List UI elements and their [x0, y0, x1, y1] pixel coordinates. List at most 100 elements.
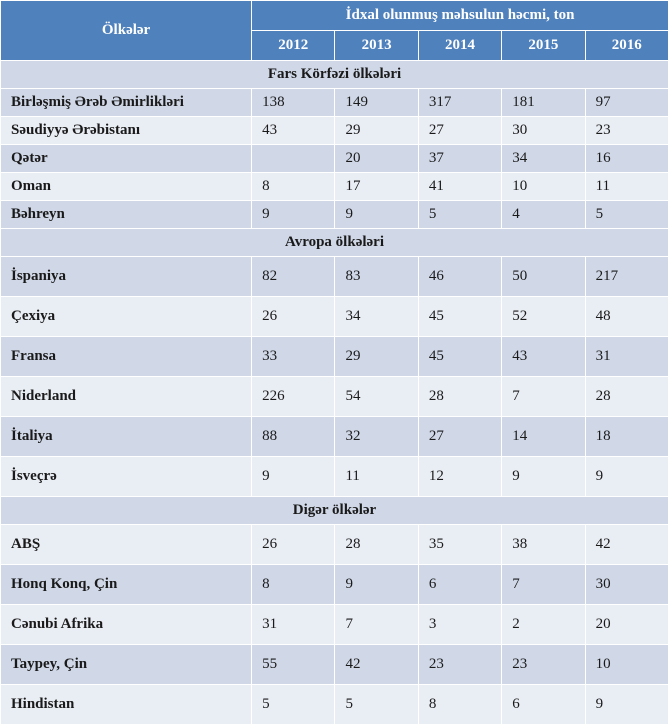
country-cell: Qətər [1, 145, 252, 173]
value-cell: 9 [252, 457, 335, 497]
value-cell: 23 [418, 645, 501, 685]
table-body: Fars Körfəzi ölkələriBirləşmiş Ərəb Əmir… [1, 61, 669, 725]
value-cell: 181 [502, 89, 585, 117]
value-cell: 26 [252, 297, 335, 337]
value-cell: 28 [418, 377, 501, 417]
value-cell: 9 [335, 565, 418, 605]
value-cell: 34 [502, 145, 585, 173]
value-cell: 9 [502, 457, 585, 497]
value-cell: 16 [585, 145, 668, 173]
table-row: ABŞ2628353842 [1, 525, 669, 565]
value-cell: 4 [502, 201, 585, 229]
table-row: Bəhreyn99545 [1, 201, 669, 229]
table-row: Çexiya2634455248 [1, 297, 669, 337]
country-cell: Səudiyyə Ərəbistanı [1, 117, 252, 145]
table-row: Birləşmiş Ərəb Əmirlikləri13814931718197 [1, 89, 669, 117]
table-row: Niderland2265428728 [1, 377, 669, 417]
table-row: Səudiyyə Ərəbistanı4329273023 [1, 117, 669, 145]
section-header: Digər ölkələr [1, 497, 669, 525]
section-title: Avropa ölkələri [1, 229, 669, 257]
value-cell: 9 [252, 201, 335, 229]
value-cell: 10 [502, 173, 585, 201]
import-table-container: Ölkələr İdxal olunmuş məhsulun həcmi, to… [0, 0, 669, 725]
value-cell: 29 [335, 337, 418, 377]
section-title: Digər ölkələr [1, 497, 669, 525]
value-cell: 52 [502, 297, 585, 337]
value-cell: 29 [335, 117, 418, 145]
value-cell: 30 [502, 117, 585, 145]
header-volume: İdxal olunmuş məhsulun həcmi, ton [252, 1, 669, 31]
value-cell: 20 [335, 145, 418, 173]
country-cell: Honq Konq, Çin [1, 565, 252, 605]
value-cell: 8 [252, 565, 335, 605]
value-cell: 83 [335, 257, 418, 297]
value-cell: 12 [418, 457, 501, 497]
value-cell [252, 145, 335, 173]
value-cell: 27 [418, 417, 501, 457]
value-cell: 37 [418, 145, 501, 173]
table-row: Hindistan55869 [1, 685, 669, 725]
value-cell: 42 [335, 645, 418, 685]
table-row: İsveçrə9111299 [1, 457, 669, 497]
import-table: Ölkələr İdxal olunmuş məhsulun həcmi, to… [0, 0, 669, 725]
value-cell: 50 [502, 257, 585, 297]
value-cell: 38 [502, 525, 585, 565]
header-countries: Ölkələr [1, 1, 252, 61]
country-cell: Birləşmiş Ərəb Əmirlikləri [1, 89, 252, 117]
value-cell: 6 [418, 565, 501, 605]
value-cell: 88 [252, 417, 335, 457]
country-cell: Çexiya [1, 297, 252, 337]
value-cell: 5 [335, 685, 418, 725]
value-cell: 9 [585, 457, 668, 497]
value-cell: 8 [252, 173, 335, 201]
section-header: Avropa ölkələri [1, 229, 669, 257]
value-cell: 45 [418, 337, 501, 377]
value-cell: 10 [585, 645, 668, 685]
value-cell: 23 [502, 645, 585, 685]
value-cell: 317 [418, 89, 501, 117]
country-cell: Fransa [1, 337, 252, 377]
value-cell: 48 [585, 297, 668, 337]
header-year-2015: 2015 [502, 31, 585, 61]
value-cell: 9 [585, 685, 668, 725]
country-cell: Bəhreyn [1, 201, 252, 229]
value-cell: 42 [585, 525, 668, 565]
table-row: Honq Konq, Çin896730 [1, 565, 669, 605]
value-cell: 26 [252, 525, 335, 565]
table-row: Oman817411011 [1, 173, 669, 201]
header-year-2012: 2012 [252, 31, 335, 61]
value-cell: 55 [252, 645, 335, 685]
value-cell: 41 [418, 173, 501, 201]
country-cell: Niderland [1, 377, 252, 417]
value-cell: 27 [418, 117, 501, 145]
value-cell: 35 [418, 525, 501, 565]
table-row: Taypey, Çin5542232310 [1, 645, 669, 685]
value-cell: 45 [418, 297, 501, 337]
value-cell: 5 [252, 685, 335, 725]
value-cell: 30 [585, 565, 668, 605]
value-cell: 138 [252, 89, 335, 117]
value-cell: 7 [502, 377, 585, 417]
value-cell: 17 [335, 173, 418, 201]
value-cell: 82 [252, 257, 335, 297]
country-cell: İsveçrə [1, 457, 252, 497]
value-cell: 226 [252, 377, 335, 417]
value-cell: 5 [418, 201, 501, 229]
header-year-2016: 2016 [585, 31, 668, 61]
section-header: Fars Körfəzi ölkələri [1, 61, 669, 89]
country-cell: İtaliya [1, 417, 252, 457]
value-cell: 43 [252, 117, 335, 145]
country-cell: Hindistan [1, 685, 252, 725]
value-cell: 34 [335, 297, 418, 337]
header-year-2014: 2014 [418, 31, 501, 61]
value-cell: 97 [585, 89, 668, 117]
value-cell: 18 [585, 417, 668, 457]
value-cell: 149 [335, 89, 418, 117]
table-row: Qətər 20373416 [1, 145, 669, 173]
value-cell: 14 [502, 417, 585, 457]
table-row: İtaliya8832271418 [1, 417, 669, 457]
value-cell: 7 [502, 565, 585, 605]
value-cell: 31 [585, 337, 668, 377]
value-cell: 33 [252, 337, 335, 377]
value-cell: 28 [335, 525, 418, 565]
